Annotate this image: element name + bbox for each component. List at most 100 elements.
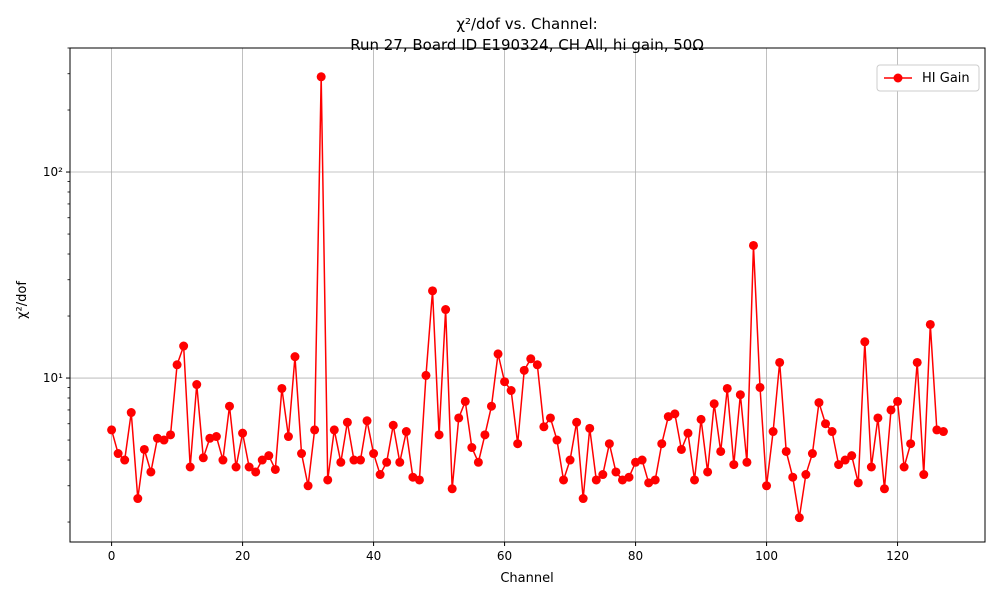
data-point xyxy=(421,370,431,380)
data-point xyxy=(382,457,392,467)
data-point xyxy=(703,467,713,477)
data-point xyxy=(657,439,667,449)
chart-title-line1: χ²/dof vs. Channel: xyxy=(456,15,597,33)
data-point xyxy=(755,382,765,392)
data-point xyxy=(925,319,935,329)
x-tick-label: 100 xyxy=(755,549,778,563)
data-point xyxy=(526,354,536,364)
legend-label: HI Gain xyxy=(922,71,970,86)
data-point xyxy=(493,349,503,359)
data-point xyxy=(283,432,293,442)
data-point xyxy=(781,446,791,456)
data-point xyxy=(500,377,510,387)
grid-layer xyxy=(70,48,985,542)
data-point xyxy=(762,481,772,491)
data-point xyxy=(735,390,745,400)
data-point xyxy=(591,475,601,485)
data-point xyxy=(192,380,202,390)
data-point xyxy=(388,420,398,430)
data-point xyxy=(264,451,274,461)
data-point xyxy=(807,449,817,459)
data-point xyxy=(696,414,706,424)
data-point xyxy=(244,462,254,472)
data-point xyxy=(441,305,451,315)
data-point xyxy=(866,462,876,472)
data-point xyxy=(107,425,117,435)
data-point xyxy=(323,475,333,485)
data-point xyxy=(539,422,549,432)
data-point xyxy=(532,360,542,370)
data-point xyxy=(159,435,169,445)
data-point xyxy=(224,401,234,411)
y-axis-label: χ²/dof xyxy=(15,281,30,319)
data-point xyxy=(185,462,195,472)
x-tick-label: 80 xyxy=(628,549,643,563)
data-point xyxy=(336,457,346,467)
data-point xyxy=(362,416,372,426)
data-point xyxy=(120,455,130,465)
x-tick-label: 60 xyxy=(497,549,512,563)
data-point xyxy=(670,409,680,419)
data-point xyxy=(257,455,267,465)
data-point xyxy=(788,472,798,482)
data-point xyxy=(906,439,916,449)
data-point xyxy=(860,337,870,347)
data-point xyxy=(428,286,438,296)
data-point xyxy=(355,455,365,465)
data-point xyxy=(231,462,241,472)
data-point xyxy=(447,484,457,494)
data-point xyxy=(578,494,588,504)
legend-box xyxy=(876,64,980,92)
x-tick-label: 120 xyxy=(886,549,909,563)
data-point xyxy=(834,460,844,470)
data-point xyxy=(637,455,647,465)
data-point xyxy=(375,470,385,480)
data-point xyxy=(369,449,379,459)
data-point xyxy=(270,464,280,474)
legend: HI Gain xyxy=(876,64,980,92)
data-point xyxy=(559,475,569,485)
data-point xyxy=(748,240,758,250)
data-point xyxy=(598,470,608,480)
data-point xyxy=(545,413,555,423)
data-point xyxy=(146,467,156,477)
data-point xyxy=(565,455,575,465)
data-point xyxy=(297,449,307,459)
data-point xyxy=(886,405,896,415)
data-point xyxy=(513,439,523,449)
data-point xyxy=(709,399,719,409)
data-point xyxy=(716,446,726,456)
data-point xyxy=(853,478,863,488)
y-tick-label: 10² xyxy=(43,165,63,179)
data-point xyxy=(251,467,261,477)
data-point xyxy=(676,444,686,454)
data-point xyxy=(133,494,143,504)
data-point xyxy=(722,383,732,393)
chart-title-line2: Run 27, Board ID E190324, CH All, hi gai… xyxy=(350,36,704,54)
data-point xyxy=(349,455,359,465)
data-point xyxy=(172,360,182,370)
data-point xyxy=(329,425,339,435)
data-point xyxy=(506,386,516,396)
data-point xyxy=(434,430,444,440)
data-point xyxy=(611,467,621,477)
data-point xyxy=(729,460,739,470)
data-point xyxy=(742,457,752,467)
data-point xyxy=(604,439,614,449)
data-point xyxy=(899,462,909,472)
data-point xyxy=(814,398,824,408)
data-point xyxy=(211,432,221,442)
ticks-layer: 0 20 40 60 80 100 120 10¹ 10² xyxy=(43,47,909,563)
x-axis-label: Channel xyxy=(500,571,553,586)
data-point xyxy=(768,427,778,437)
data-point xyxy=(650,475,660,485)
data-point xyxy=(585,423,595,433)
data-point xyxy=(572,417,582,427)
data-point xyxy=(879,484,889,494)
data-point xyxy=(218,455,228,465)
data-point xyxy=(794,513,804,523)
data-point xyxy=(912,357,922,367)
data-point xyxy=(467,443,477,453)
